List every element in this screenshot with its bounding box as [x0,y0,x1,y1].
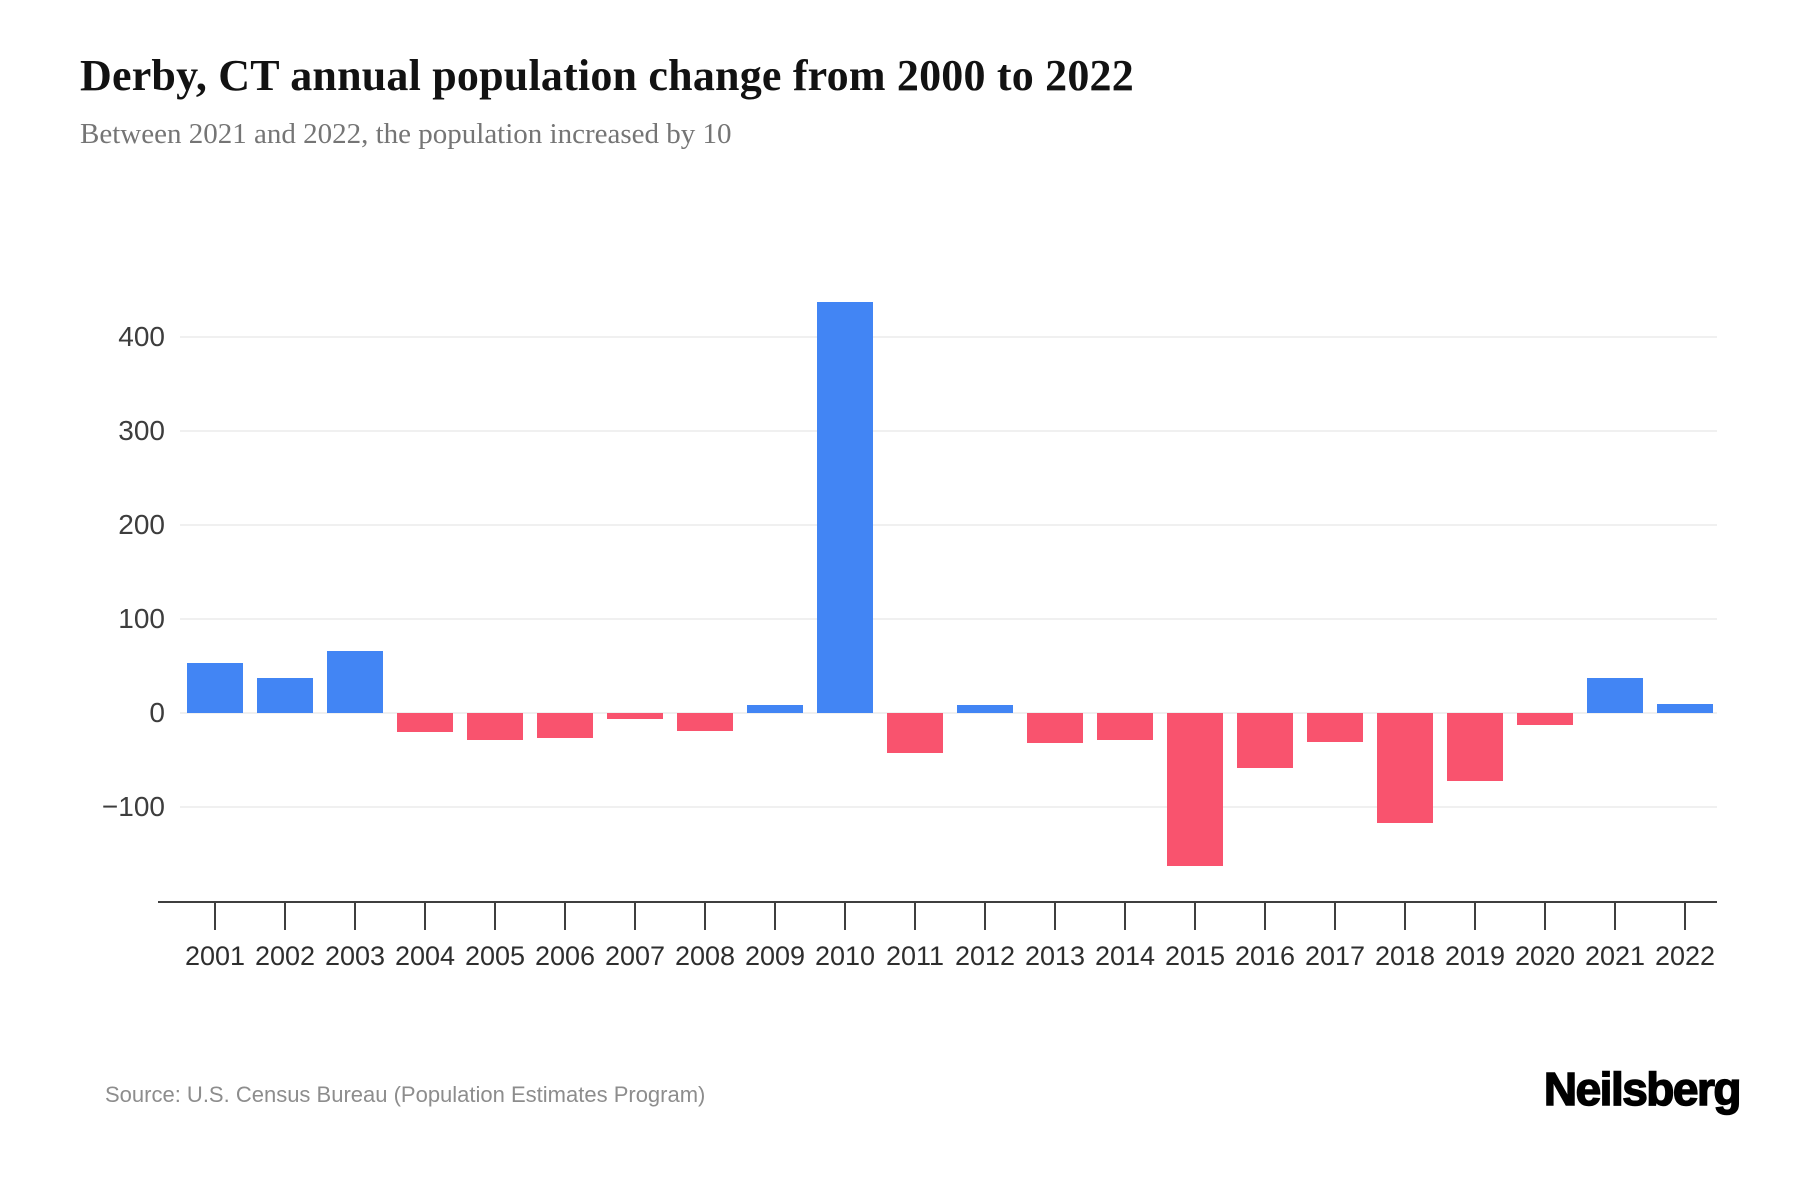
x-tick-2019 [1474,903,1476,930]
x-tick-2020 [1544,903,1546,930]
neilsberg-logo: Neilsberg [1543,1062,1742,1116]
x-axis-label-2009: 2009 [744,941,806,971]
x-tick-2017 [1334,903,1336,930]
bar-2014[interactable] [1097,713,1153,741]
x-axis-label-2017: 2017 [1304,941,1366,971]
x-tick-2006 [564,903,566,930]
bar-2010[interactable] [817,302,873,713]
x-tick-2005 [494,903,496,930]
bar-2017[interactable] [1307,713,1363,743]
x-axis-label-2006: 2006 [534,941,596,971]
x-tick-2008 [704,903,706,930]
bar-2018[interactable] [1377,713,1433,823]
source-note: Source: U.S. Census Bureau (Population E… [105,1082,706,1107]
x-axis-label-2011: 2011 [885,941,945,971]
x-axis-line [158,901,1717,903]
bar-2021[interactable] [1587,678,1643,713]
bar-2008[interactable] [677,713,733,731]
x-tick-2022 [1684,903,1686,930]
x-axis-label-2021: 2021 [1584,941,1646,971]
x-axis-label-2019: 2019 [1444,941,1506,971]
x-axis-label-2004: 2004 [394,941,456,971]
x-axis-label-2007: 2007 [604,941,666,971]
gridline-400 [180,336,1717,338]
y-axis-label-0: 0 [149,697,165,728]
x-axis-label-2005: 2005 [464,941,526,971]
x-tick-2018 [1404,903,1406,930]
bar-2002[interactable] [257,678,313,713]
bar-2006[interactable] [537,713,593,739]
x-tick-2001 [214,903,216,930]
gridline-200 [180,524,1717,526]
x-axis-label-2016: 2016 [1234,941,1296,971]
x-axis-label-2001: 2001 [184,941,246,971]
x-tick-2010 [844,903,846,930]
x-axis-label-2008: 2008 [674,941,736,971]
gridline--100 [180,806,1717,808]
x-axis-label-2015: 2015 [1164,941,1226,971]
bar-2016[interactable] [1237,713,1293,769]
x-axis-label-2003: 2003 [324,941,386,971]
bar-2011[interactable] [887,713,943,754]
x-tick-2004 [424,903,426,930]
x-tick-2021 [1614,903,1616,930]
x-axis-label-2010: 2010 [814,941,876,971]
bar-2007[interactable] [607,713,663,719]
bar-2004[interactable] [397,713,453,732]
bar-2022[interactable] [1657,703,1713,713]
x-tick-2003 [354,903,356,930]
x-tick-2015 [1194,903,1196,930]
x-tick-2007 [634,903,636,930]
bar-2012[interactable] [957,705,1013,713]
plot-area: 400 300 200 100 0 −100 2001 2002 2003 2004 2005 200… [101,302,1717,971]
chart-title: Derby, CT annual population change from … [80,51,1134,100]
x-tick-2009 [774,903,776,930]
bar-2013[interactable] [1027,713,1083,744]
bar-2009[interactable] [747,705,803,713]
x-axis-label-2022: 2022 [1654,941,1716,971]
x-axis-label-2014: 2014 [1094,941,1156,971]
bar-2015[interactable] [1167,713,1223,867]
bar-2003[interactable] [327,650,383,713]
y-axis-label-100: 100 [118,603,165,634]
x-tick-2016 [1264,903,1266,930]
x-axis-label-2018: 2018 [1374,941,1436,971]
gridline-0 [180,712,1717,714]
x-axis-label-2002: 2002 [254,941,316,971]
chart-subtitle: Between 2021 and 2022, the population in… [80,118,732,150]
x-axis-label-2020: 2020 [1514,941,1576,971]
x-axis-label-2013: 2013 [1024,941,1086,971]
y-axis-label-200: 200 [118,509,165,540]
x-axis-label-2012: 2012 [954,941,1016,971]
bar-2019[interactable] [1447,713,1503,781]
bar-2001[interactable] [187,663,243,713]
bar-2020[interactable] [1517,713,1573,726]
x-tick-2012 [984,903,986,930]
x-tick-2011 [914,903,916,930]
y-axis-label--100: −100 [101,791,165,822]
x-tick-2013 [1054,903,1056,930]
y-axis-label-400: 400 [118,321,165,352]
gridline-300 [180,430,1717,432]
gridline-100 [180,618,1717,620]
y-axis-label-300: 300 [118,415,165,446]
x-tick-2002 [284,903,286,930]
bar-2005[interactable] [467,713,523,741]
x-tick-2014 [1124,903,1126,930]
